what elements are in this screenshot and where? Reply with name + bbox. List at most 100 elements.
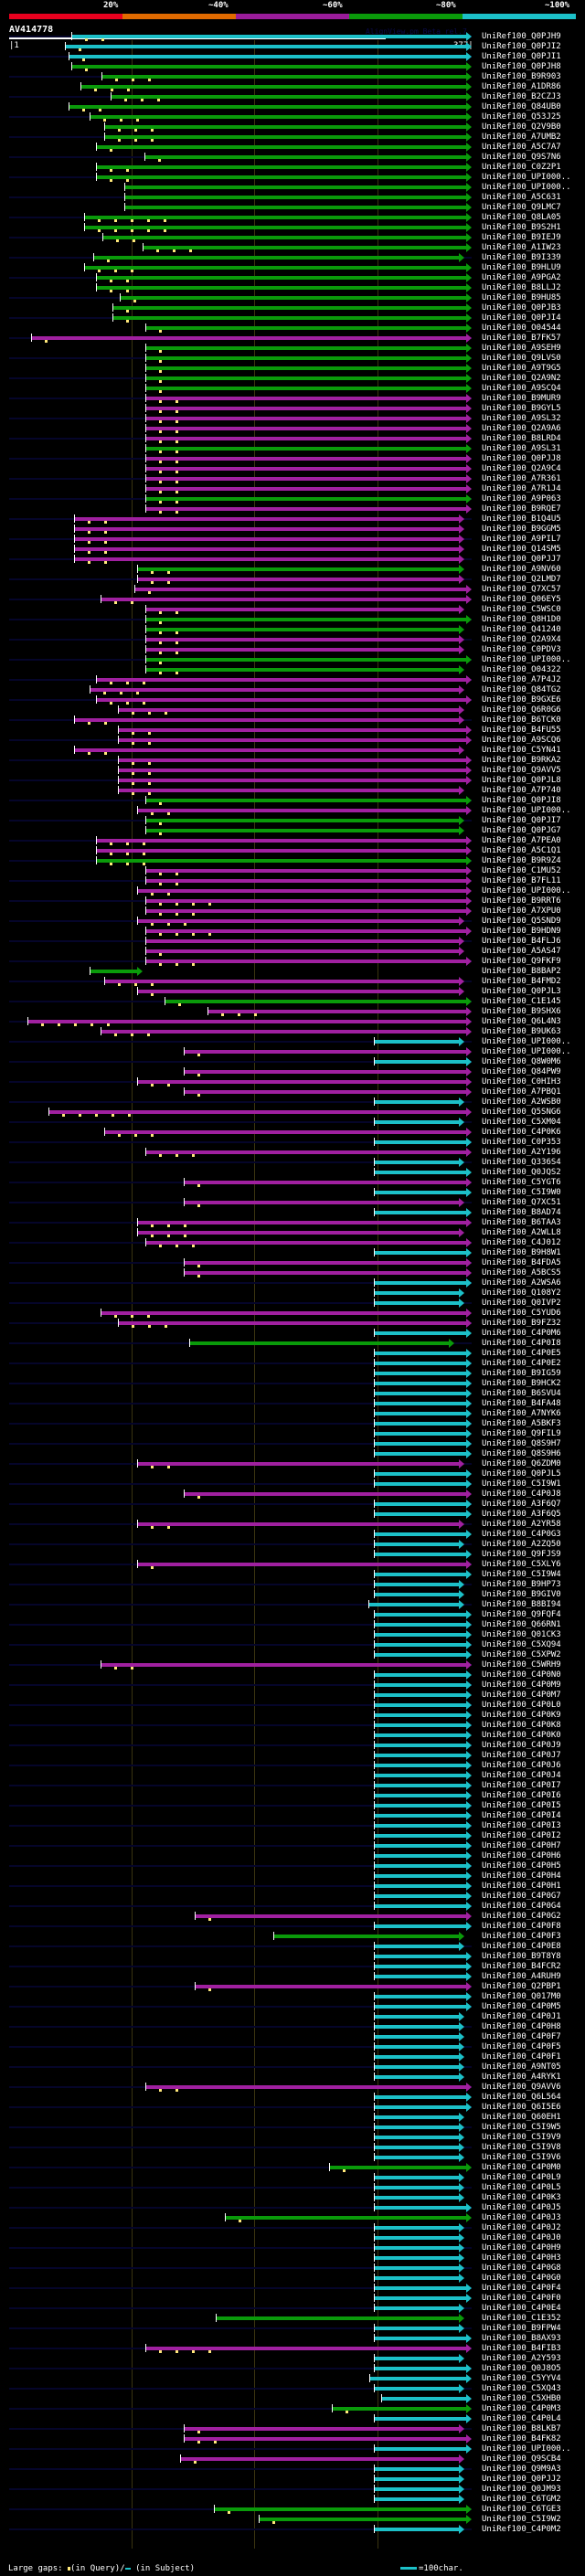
hit-row[interactable]: UniRef100_A7R361: [0, 474, 585, 484]
hit-label[interactable]: UniRef100_C4P0G3: [482, 1530, 561, 1539]
hit-row[interactable]: UniRef100_Q2A9C4: [0, 464, 585, 474]
hit-label[interactable]: UniRef100_Q0PJH8: [482, 62, 561, 71]
hit-label[interactable]: UniRef100_A7P740: [482, 786, 561, 795]
hit-label[interactable]: UniRef100_Q9AVV5: [482, 766, 561, 775]
hit-row[interactable]: UniRef100_B9GGM5: [0, 525, 585, 535]
hit-bar[interactable]: [101, 236, 466, 239]
hit-bar[interactable]: [48, 1110, 466, 1114]
hit-bar[interactable]: [373, 2266, 459, 2270]
hit-bar[interactable]: [145, 1241, 466, 1245]
hit-row[interactable]: UniRef100_A9PIL7: [0, 535, 585, 545]
hit-row[interactable]: UniRef100_Q9LVS0: [0, 354, 585, 364]
hit-row[interactable]: UniRef100_B9GXE6: [0, 695, 585, 705]
hit-label[interactable]: UniRef100_B9RRT6: [482, 896, 561, 906]
hit-row[interactable]: UniRef100_A2ZQ50: [0, 1540, 585, 1550]
hit-label[interactable]: UniRef100_B7FK57: [482, 334, 561, 343]
hit-label[interactable]: UniRef100_C1E145: [482, 997, 561, 1006]
hit-bar[interactable]: [142, 246, 466, 249]
hit-label[interactable]: UniRef100_Q84PW9: [482, 1067, 561, 1076]
hit-bar[interactable]: [373, 2477, 459, 2481]
hit-row[interactable]: UniRef100_A4RYK1: [0, 2072, 585, 2083]
hit-label[interactable]: UniRef100_Q7XC57: [482, 585, 561, 594]
hit-label[interactable]: UniRef100_B4FMD2: [482, 977, 561, 986]
hit-bar[interactable]: [70, 65, 466, 69]
hit-label[interactable]: UniRef100_Q0PJI8: [482, 796, 561, 805]
hit-label[interactable]: UniRef100_C0Z2P1: [482, 163, 561, 172]
hit-label[interactable]: UniRef100_A7R1J4: [482, 484, 561, 493]
hit-bar[interactable]: [96, 276, 466, 280]
hit-label[interactable]: UniRef100_A3F6Q5: [482, 1510, 561, 1519]
hit-bar[interactable]: [145, 819, 459, 822]
hit-bar[interactable]: [145, 829, 459, 832]
hit-bar[interactable]: [373, 2226, 459, 2230]
hit-label[interactable]: UniRef100_Q9LMC7: [482, 203, 561, 212]
hit-label[interactable]: UniRef100_C4P0J5: [482, 2203, 561, 2212]
hit-row[interactable]: UniRef100_Q0PJH8: [0, 62, 585, 72]
hit-bar[interactable]: [213, 2507, 466, 2511]
hit-label[interactable]: UniRef100_C4P0K9: [482, 1711, 561, 1720]
hit-bar[interactable]: [137, 809, 466, 812]
hit-row[interactable]: UniRef100_A9SCQ6: [0, 736, 585, 746]
hit-label[interactable]: UniRef100_C0HIH3: [482, 1077, 561, 1087]
hit-bar[interactable]: [373, 1593, 459, 1596]
hit-label[interactable]: UniRef100_Q0PJB3: [482, 303, 561, 313]
hit-row[interactable]: UniRef100_Q9S7N6: [0, 153, 585, 163]
hit-label[interactable]: UniRef100_Q9AVV6: [482, 2083, 561, 2092]
hit-row[interactable]: UniRef100_B9H8W1: [0, 1248, 585, 1258]
hit-row[interactable]: UniRef100_A2YR58: [0, 1520, 585, 1530]
hit-row[interactable]: UniRef100_Q2A9A6: [0, 424, 585, 434]
hit-row[interactable]: UniRef100_Q0J8O5: [0, 2364, 585, 2374]
hit-label[interactable]: UniRef100_C4P0L4: [482, 2414, 561, 2423]
hit-label[interactable]: UniRef100_Q2V9B0: [482, 122, 561, 132]
hit-bar[interactable]: [373, 2357, 459, 2360]
hit-label[interactable]: UniRef100_C4P0H3: [482, 2253, 561, 2263]
hit-bar[interactable]: [373, 2487, 459, 2491]
hit-row[interactable]: UniRef100_B9HU85: [0, 293, 585, 303]
hit-label[interactable]: UniRef100_Q9FKF9: [482, 957, 561, 966]
hit-bar[interactable]: [373, 1573, 466, 1576]
hit-label[interactable]: UniRef100_A5BKF3: [482, 1419, 561, 1428]
hit-row[interactable]: UniRef100_C4P0H9: [0, 2243, 585, 2253]
hit-bar[interactable]: [373, 2005, 466, 2009]
hit-bar[interactable]: [373, 2115, 459, 2119]
hit-label[interactable]: UniRef100_C5I9V6: [482, 2153, 561, 2162]
hit-row[interactable]: UniRef100_C5XPW2: [0, 1650, 585, 1660]
hit-row[interactable]: UniRef100_C4P0G2: [0, 1912, 585, 1922]
hit-row[interactable]: UniRef100_C4P0F1: [0, 2052, 585, 2062]
hit-bar[interactable]: [145, 909, 466, 913]
hit-bar[interactable]: [373, 2246, 459, 2250]
hit-label[interactable]: UniRef100_B8BI94: [482, 1600, 561, 1609]
hit-bar[interactable]: [89, 688, 459, 692]
hit-bar[interactable]: [96, 839, 466, 843]
hit-bar[interactable]: [373, 2528, 459, 2531]
hit-label[interactable]: UniRef100_Q9FIL9: [482, 1429, 561, 1438]
hit-bar[interactable]: [118, 728, 466, 732]
hit-label[interactable]: UniRef100_Q2A9A6: [482, 424, 561, 433]
hit-row[interactable]: UniRef100_B9IEJ9: [0, 233, 585, 243]
hit-bar[interactable]: [373, 1924, 466, 1928]
hit-row[interactable]: UniRef100_Q53J25: [0, 112, 585, 122]
hit-label[interactable]: UniRef100_Q0PJI1: [482, 52, 561, 61]
hit-row[interactable]: UniRef100_C5I9W2: [0, 2515, 585, 2525]
hit-row[interactable]: UniRef100_B9HLU9: [0, 263, 585, 273]
hit-row[interactable]: UniRef100_B9GYL5: [0, 404, 585, 414]
hit-label[interactable]: UniRef100_Q5SND9: [482, 917, 561, 926]
hit-row[interactable]: UniRef100_B2CZJ3: [0, 92, 585, 102]
hit-label[interactable]: UniRef100_UPI000..: [482, 173, 571, 182]
hit-row[interactable]: UniRef100_A2Y196: [0, 1148, 585, 1158]
hit-label[interactable]: UniRef100_C4P0F1: [482, 2052, 561, 2062]
hit-row[interactable]: UniRef100_Q0JM93: [0, 2485, 585, 2495]
hit-label[interactable]: UniRef100_UPI000..: [482, 183, 571, 192]
hit-row[interactable]: UniRef100_C4P0K6: [0, 1128, 585, 1138]
hit-bar[interactable]: [373, 1392, 466, 1395]
hit-row[interactable]: UniRef100_Q0PJI2: [0, 42, 585, 52]
hit-label[interactable]: UniRef100_C4P0J2: [482, 2223, 561, 2232]
hit-bar[interactable]: [104, 980, 459, 983]
hit-bar[interactable]: [373, 1653, 466, 1657]
hit-bar[interactable]: [380, 2397, 466, 2401]
hit-bar[interactable]: [373, 2196, 459, 2200]
hit-row[interactable]: UniRef100_C4P0J2: [0, 2223, 585, 2233]
hit-bar[interactable]: [137, 919, 459, 923]
hit-bar[interactable]: [112, 306, 466, 310]
hit-bar[interactable]: [373, 1191, 466, 1194]
